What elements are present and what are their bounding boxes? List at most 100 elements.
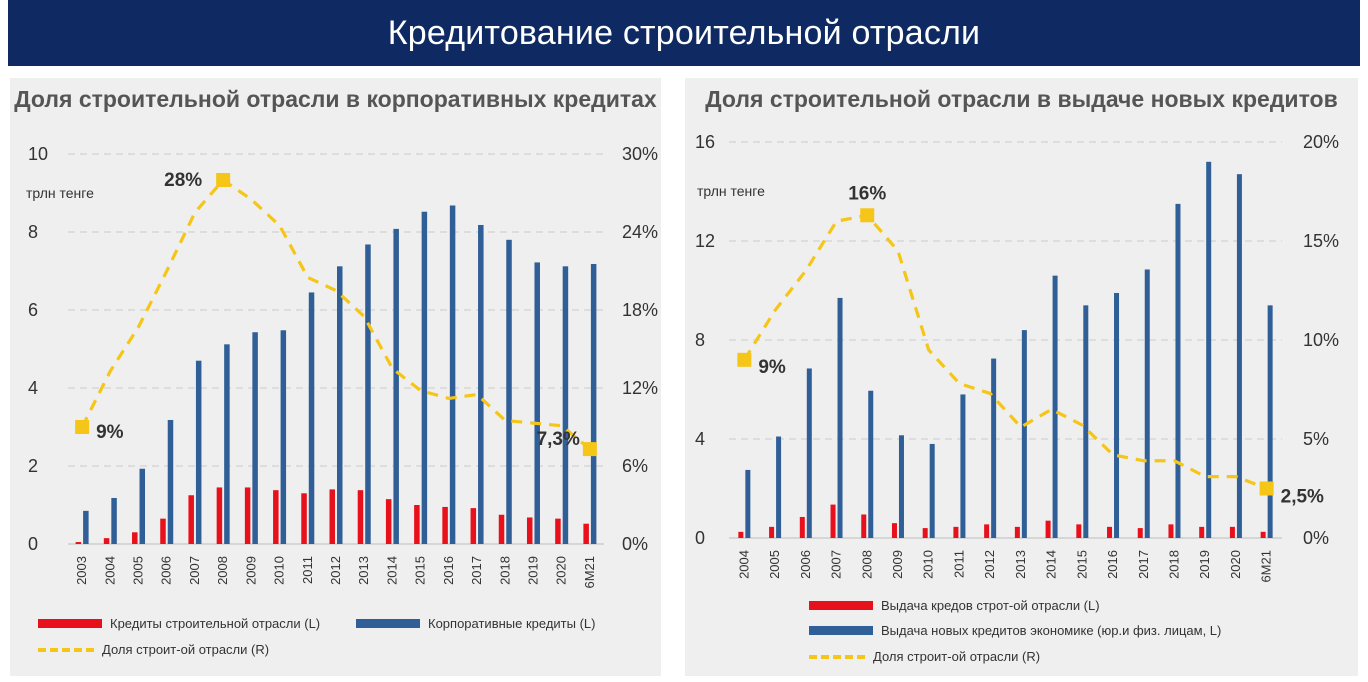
bar-construction — [953, 526, 959, 538]
x-tick-label: 2011 — [300, 556, 315, 584]
legend-item-construction: Выдача кредов строт-ой отрасли (L) — [809, 598, 1100, 613]
bar-construction — [1168, 524, 1174, 538]
bar-total — [590, 263, 597, 544]
x-tick-label: 2013 — [356, 556, 371, 585]
share-line — [80, 178, 591, 451]
bar-total — [1267, 305, 1273, 538]
bar-construction — [301, 493, 307, 544]
bar-construction — [738, 531, 744, 538]
data-label: 9% — [758, 357, 786, 378]
data-label: 28% — [164, 170, 202, 191]
x-tick-label: 2005 — [767, 550, 782, 579]
y2-tick-label: 6% — [622, 456, 648, 476]
axis-unit-label: трлн тенге — [697, 183, 765, 199]
bar-total — [898, 435, 904, 538]
share-marker — [1259, 481, 1274, 496]
bar-total — [1021, 330, 1027, 538]
legend-item-share: Доля строит-ой отрасли (R) — [38, 642, 269, 657]
x-tick-label: 2011 — [951, 550, 966, 578]
bar-construction — [830, 504, 836, 538]
x-tick-label: 2014 — [384, 556, 399, 585]
bar-construction — [555, 518, 561, 544]
legend-swatch — [809, 654, 865, 659]
y-tick-label: 16 — [695, 132, 715, 152]
y2-tick-label: 5% — [1303, 429, 1329, 449]
x-tick-label: 2020 — [1228, 550, 1243, 579]
x-tick-label: 2009 — [243, 556, 258, 585]
x-tick-label: 6M21 — [582, 556, 597, 589]
legend-label: Корпоративные кредиты (L) — [428, 616, 596, 631]
bar-construction — [1107, 526, 1113, 538]
page-title: Кредитование строительной отрасли — [387, 13, 981, 52]
bar-construction — [799, 516, 805, 538]
x-tick-label: 2007 — [829, 550, 844, 579]
x-tick-label: 2018 — [497, 556, 512, 585]
x-tick-label: 2018 — [1166, 550, 1181, 579]
bar-total — [280, 330, 287, 544]
bar-total — [806, 368, 812, 538]
y2-tick-label: 0% — [1303, 528, 1329, 548]
y-tick-label: 6 — [28, 300, 38, 320]
bar-construction — [1014, 526, 1020, 538]
legend-item-corporate: Корпоративные кредиты (L) — [356, 616, 595, 631]
bar-total — [111, 497, 117, 544]
y2-tick-label: 20% — [1303, 132, 1339, 152]
y2-tick-label: 0% — [622, 534, 648, 554]
bar-construction — [357, 490, 364, 544]
legend-swatch — [809, 601, 873, 610]
y2-tick-label: 15% — [1303, 231, 1339, 251]
chart-title: Доля строительной отрасли в выдаче новых… — [705, 86, 1338, 112]
data-label: 9% — [96, 422, 124, 443]
bar-construction — [329, 489, 335, 544]
bar-total — [1206, 161, 1212, 539]
bar-total — [365, 244, 371, 545]
x-tick-label: 6M21 — [1259, 550, 1274, 583]
bar-construction — [188, 495, 194, 544]
x-tick-label: 2012 — [982, 550, 997, 579]
x-tick-label: 2019 — [1197, 550, 1212, 579]
share-marker — [860, 208, 875, 223]
x-tick-label: 2010 — [921, 550, 936, 579]
y-tick-label: 10 — [28, 144, 48, 164]
x-tick-label: 2006 — [798, 550, 813, 579]
bar-total — [960, 394, 966, 538]
y2-tick-label: 10% — [1303, 330, 1339, 350]
bar-total — [776, 436, 782, 538]
bar-construction — [132, 532, 138, 544]
x-tick-label: 2017 — [1136, 550, 1151, 579]
y-tick-label: 8 — [28, 222, 38, 242]
x-tick-label: 2016 — [441, 556, 456, 585]
legend-item-new-loans: Выдача новых кредитов экономике (юр.и фи… — [809, 623, 1221, 638]
bar-construction — [273, 490, 279, 544]
bar-total — [1175, 203, 1181, 538]
bar-total — [837, 297, 843, 538]
data-label: 2,5% — [1281, 487, 1324, 508]
bar-total — [1236, 174, 1242, 539]
x-tick-label: 2016 — [1105, 550, 1120, 579]
bar-total — [1052, 275, 1058, 538]
bar-total — [337, 266, 343, 544]
legend-swatch — [809, 626, 873, 635]
y-tick-label: 0 — [28, 534, 38, 554]
data-label: 16% — [848, 183, 886, 204]
bar-total — [195, 360, 202, 544]
x-tick-label: 2009 — [890, 550, 905, 579]
bar-total — [1114, 292, 1120, 538]
data-label: 7,3% — [537, 429, 580, 450]
bar-total — [562, 266, 569, 544]
x-tick-label: 2019 — [525, 556, 540, 585]
bar-construction — [1076, 524, 1082, 538]
legend-label: Доля строит-ой отрасли (R) — [873, 649, 1041, 664]
y-tick-label: 4 — [695, 429, 705, 449]
legend-label: Выдача новых кредитов экономике (юр.и фи… — [881, 623, 1222, 638]
bar-total — [929, 443, 935, 538]
legend-swatch — [356, 619, 420, 628]
y-tick-label: 0 — [695, 528, 705, 548]
bar-construction — [244, 487, 251, 544]
bar-construction — [526, 517, 533, 544]
legend-swatch — [38, 647, 94, 652]
chart-panel-right: Доля строительной отрасли в выдаче новых… — [685, 78, 1358, 676]
x-tick-label: 2020 — [554, 556, 569, 585]
x-tick-label: 2012 — [328, 556, 343, 585]
bar-construction — [1199, 526, 1205, 538]
